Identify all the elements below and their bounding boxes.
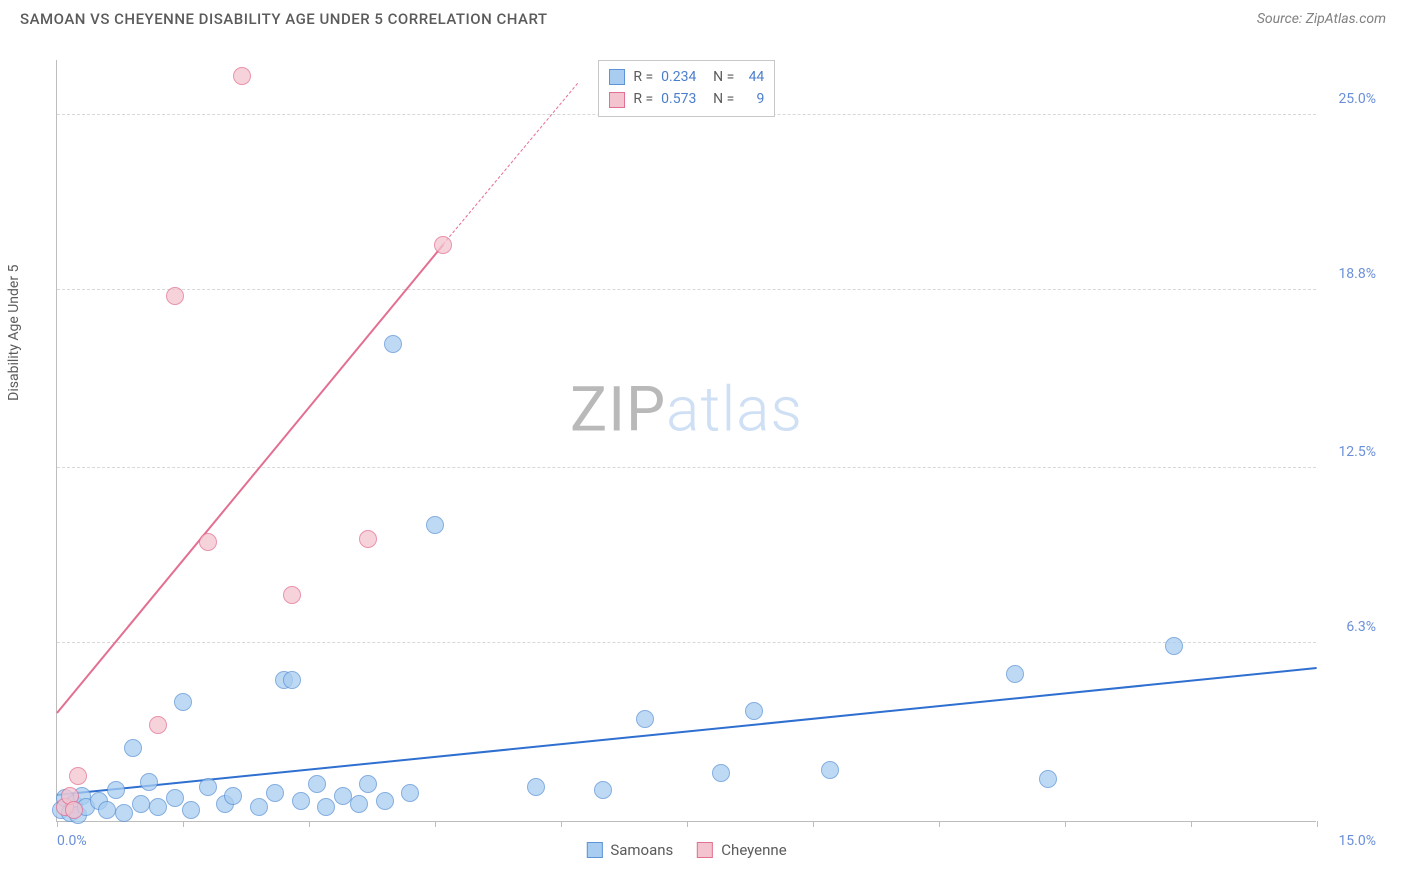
watermark-left: ZIP: [570, 374, 666, 447]
stat-n-value: 9: [742, 88, 764, 110]
data-point: [124, 739, 142, 757]
x-axis-max: 15.0%: [1338, 833, 1376, 849]
stat-r-label: R =: [633, 66, 653, 88]
gridline: [57, 467, 1316, 468]
x-tick: [435, 821, 436, 827]
data-point: [115, 804, 133, 822]
y-tick-label: 6.3%: [1346, 619, 1376, 635]
data-point: [250, 798, 268, 816]
y-tick-label: 18.8%: [1338, 266, 1376, 282]
source-label: Source: ZipAtlas.com: [1257, 11, 1386, 27]
trend-line: [443, 84, 578, 245]
data-point: [149, 716, 167, 734]
data-point: [199, 778, 217, 796]
legend-item: Samoans: [586, 841, 673, 859]
stat-n-label: N =: [713, 88, 734, 110]
x-axis-min: 0.0%: [57, 833, 87, 849]
x-tick: [813, 821, 814, 827]
trend-line: [57, 667, 1317, 796]
data-point: [1006, 665, 1024, 683]
stat-r-value: 0.573: [661, 88, 705, 110]
legend-swatch: [586, 842, 602, 858]
data-point: [166, 789, 184, 807]
data-point: [359, 530, 377, 548]
data-point: [712, 764, 730, 782]
data-point: [401, 784, 419, 802]
x-tick: [939, 821, 940, 827]
chart-title: SAMOAN VS CHEYENNE DISABILITY AGE UNDER …: [20, 10, 548, 28]
data-point: [266, 784, 284, 802]
plot-region: ZIPatlas 6.3%12.5%18.8%25.0%0.0%15.0%R =…: [56, 60, 1316, 822]
x-tick: [561, 821, 562, 827]
data-point: [1165, 637, 1183, 655]
data-point: [233, 67, 251, 85]
series-swatch: [609, 69, 625, 85]
data-point: [636, 710, 654, 728]
data-point: [334, 787, 352, 805]
data-point: [292, 792, 310, 810]
stats-box: R = 0.234 N = 44 R = 0.573 N = 9: [598, 60, 775, 117]
stat-r-value: 0.234: [661, 66, 705, 88]
x-tick: [1191, 821, 1192, 827]
legend: Samoans Cheyenne: [586, 841, 786, 859]
data-point: [149, 798, 167, 816]
data-point: [182, 801, 200, 819]
data-point: [166, 287, 184, 305]
chart-header: SAMOAN VS CHEYENNE DISABILITY AGE UNDER …: [0, 0, 1406, 34]
data-point: [283, 586, 301, 604]
stats-row: R = 0.573 N = 9: [609, 88, 764, 110]
data-point: [434, 236, 452, 254]
data-point: [69, 767, 87, 785]
legend-label: Cheyenne: [721, 841, 786, 859]
series-swatch: [609, 92, 625, 108]
y-axis-label: Disability Age Under 5: [6, 265, 22, 401]
gridline: [57, 289, 1316, 290]
data-point: [174, 693, 192, 711]
data-point: [224, 787, 242, 805]
data-point: [283, 671, 301, 689]
data-point: [745, 702, 763, 720]
data-point: [132, 795, 150, 813]
stat-n-value: 44: [742, 66, 764, 88]
legend-item: Cheyenne: [697, 841, 786, 859]
data-point: [98, 801, 116, 819]
x-tick: [183, 821, 184, 827]
data-point: [821, 761, 839, 779]
legend-label: Samoans: [610, 841, 673, 859]
data-point: [107, 781, 125, 799]
x-tick: [57, 821, 58, 827]
watermark-right: atlas: [666, 374, 803, 447]
data-point: [384, 335, 402, 353]
stat-r-label: R =: [633, 88, 653, 110]
data-point: [426, 516, 444, 534]
data-point: [65, 801, 83, 819]
y-tick-label: 25.0%: [1338, 91, 1376, 107]
chart-area: Disability Age Under 5 ZIPatlas 6.3%12.5…: [20, 40, 1386, 882]
x-tick: [1065, 821, 1066, 827]
legend-swatch: [697, 842, 713, 858]
data-point: [317, 798, 335, 816]
data-point: [350, 795, 368, 813]
y-tick-label: 12.5%: [1338, 444, 1376, 460]
gridline: [57, 642, 1316, 643]
data-point: [376, 792, 394, 810]
x-tick: [309, 821, 310, 827]
data-point: [1039, 770, 1057, 788]
stats-row: R = 0.234 N = 44: [609, 66, 764, 88]
data-point: [140, 773, 158, 791]
x-tick: [687, 821, 688, 827]
stat-n-label: N =: [713, 66, 734, 88]
data-point: [359, 775, 377, 793]
data-point: [594, 781, 612, 799]
data-point: [527, 778, 545, 796]
watermark: ZIPatlas: [570, 374, 803, 447]
data-point: [308, 775, 326, 793]
x-tick: [1317, 821, 1318, 827]
data-point: [199, 533, 217, 551]
